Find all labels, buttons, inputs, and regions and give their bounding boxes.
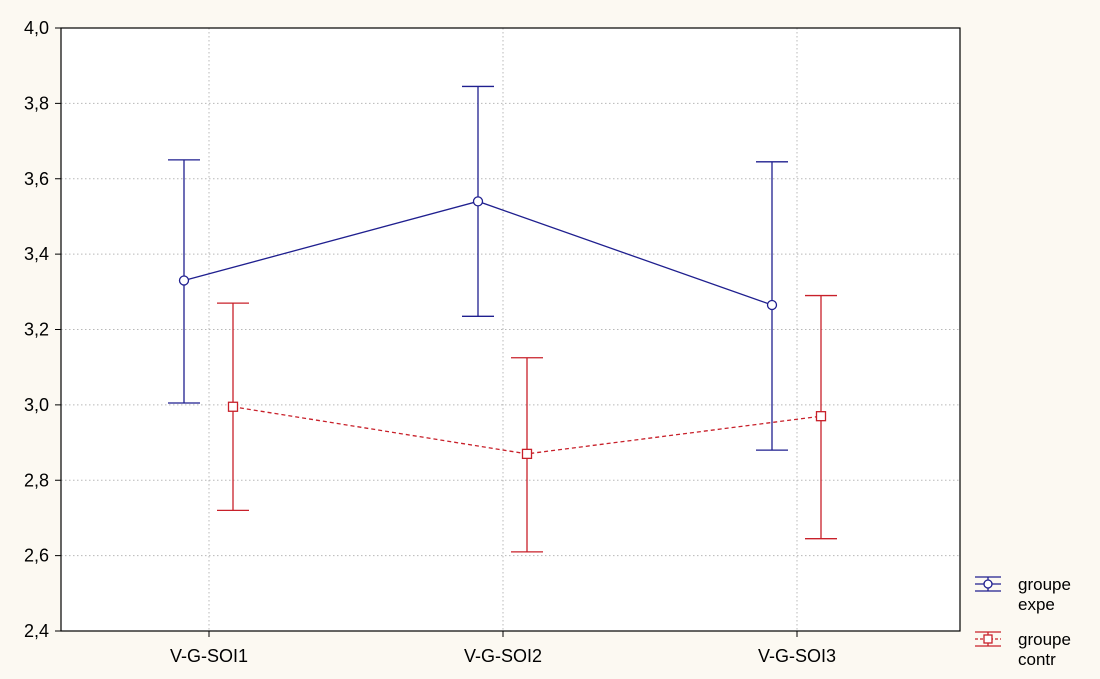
series-layer <box>168 85 837 553</box>
data-point <box>521 448 533 460</box>
y-tick-label: 2,8 <box>24 470 49 490</box>
legend-marker <box>983 634 993 644</box>
x-tick-label: V-G-SOI1 <box>170 646 248 666</box>
y-tick-label: 2,4 <box>24 621 49 641</box>
y-tick-label: 3,8 <box>24 93 49 113</box>
y-tick-label: 3,4 <box>24 244 49 264</box>
y-axis: 2,4 2,6 2,8 3,0 3,2 3,4 3,6 3,8 4,0 <box>24 18 61 641</box>
plot-frame <box>60 27 961 632</box>
legend-label: contr <box>1018 650 1056 669</box>
legend-label: groupe <box>1018 575 1071 594</box>
grid <box>61 28 960 631</box>
legend-label: expe <box>1018 595 1055 614</box>
data-point <box>472 196 484 207</box>
x-axis: V-G-SOI1 V-G-SOI2 V-G-SOI3 <box>170 631 836 666</box>
data-point <box>766 299 778 311</box>
x-tick-label: V-G-SOI3 <box>758 646 836 666</box>
data-point <box>815 411 827 422</box>
y-tick-label: 3,2 <box>24 320 49 340</box>
legend-label: groupe <box>1018 630 1071 649</box>
data-point <box>178 275 190 286</box>
y-tick-label: 4,0 <box>24 18 49 38</box>
y-tick-label: 3,6 <box>24 169 49 189</box>
x-tick-label: V-G-SOI2 <box>464 646 542 666</box>
y-tick-label: 3,0 <box>24 395 49 415</box>
data-point <box>227 401 239 412</box>
y-tick-label: 2,6 <box>24 546 49 566</box>
legend-marker <box>983 579 993 589</box>
